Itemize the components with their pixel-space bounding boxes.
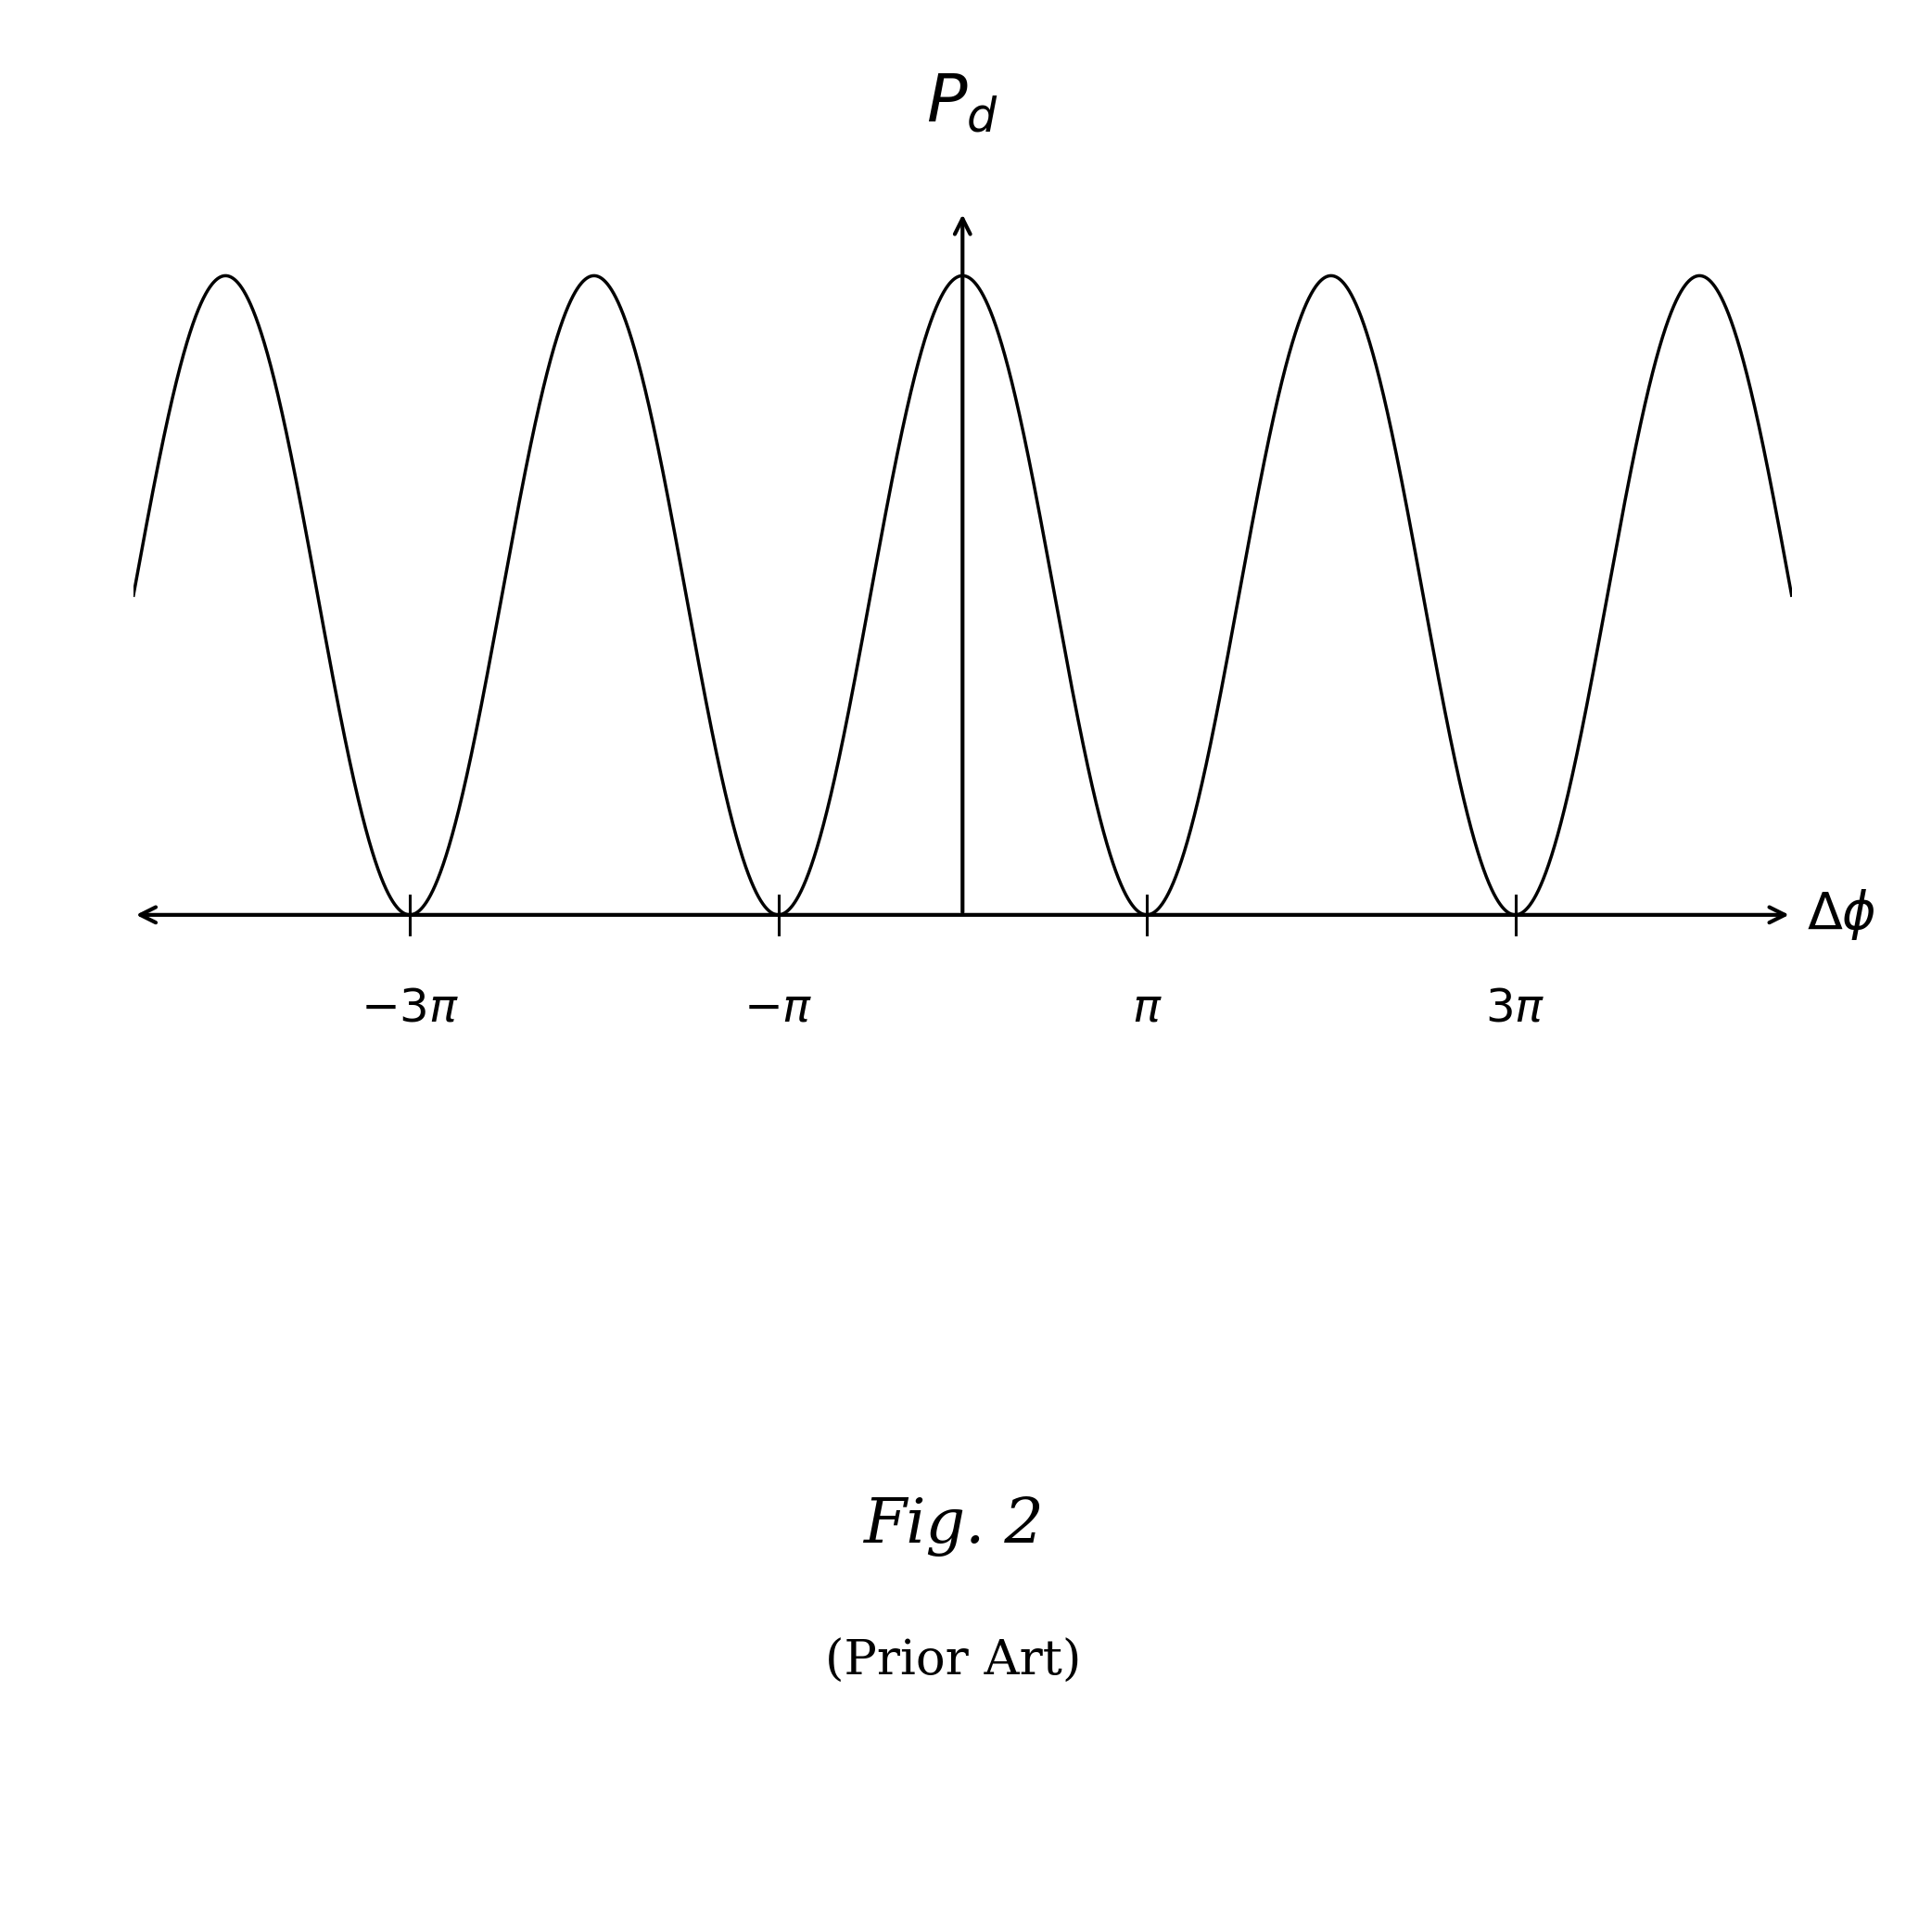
- Text: $\Delta\phi$: $\Delta\phi$: [1807, 887, 1876, 943]
- Text: $-\pi$: $-\pi$: [743, 985, 812, 1032]
- Text: $P_d$: $P_d$: [926, 70, 999, 135]
- Text: $\pi$: $\pi$: [1132, 985, 1163, 1032]
- Text: $-3\pi$: $-3\pi$: [360, 985, 459, 1032]
- Text: $3\pi$: $3\pi$: [1485, 985, 1546, 1032]
- Text: Fig. 2: Fig. 2: [863, 1495, 1043, 1557]
- Text: (Prior Art): (Prior Art): [825, 1638, 1081, 1685]
